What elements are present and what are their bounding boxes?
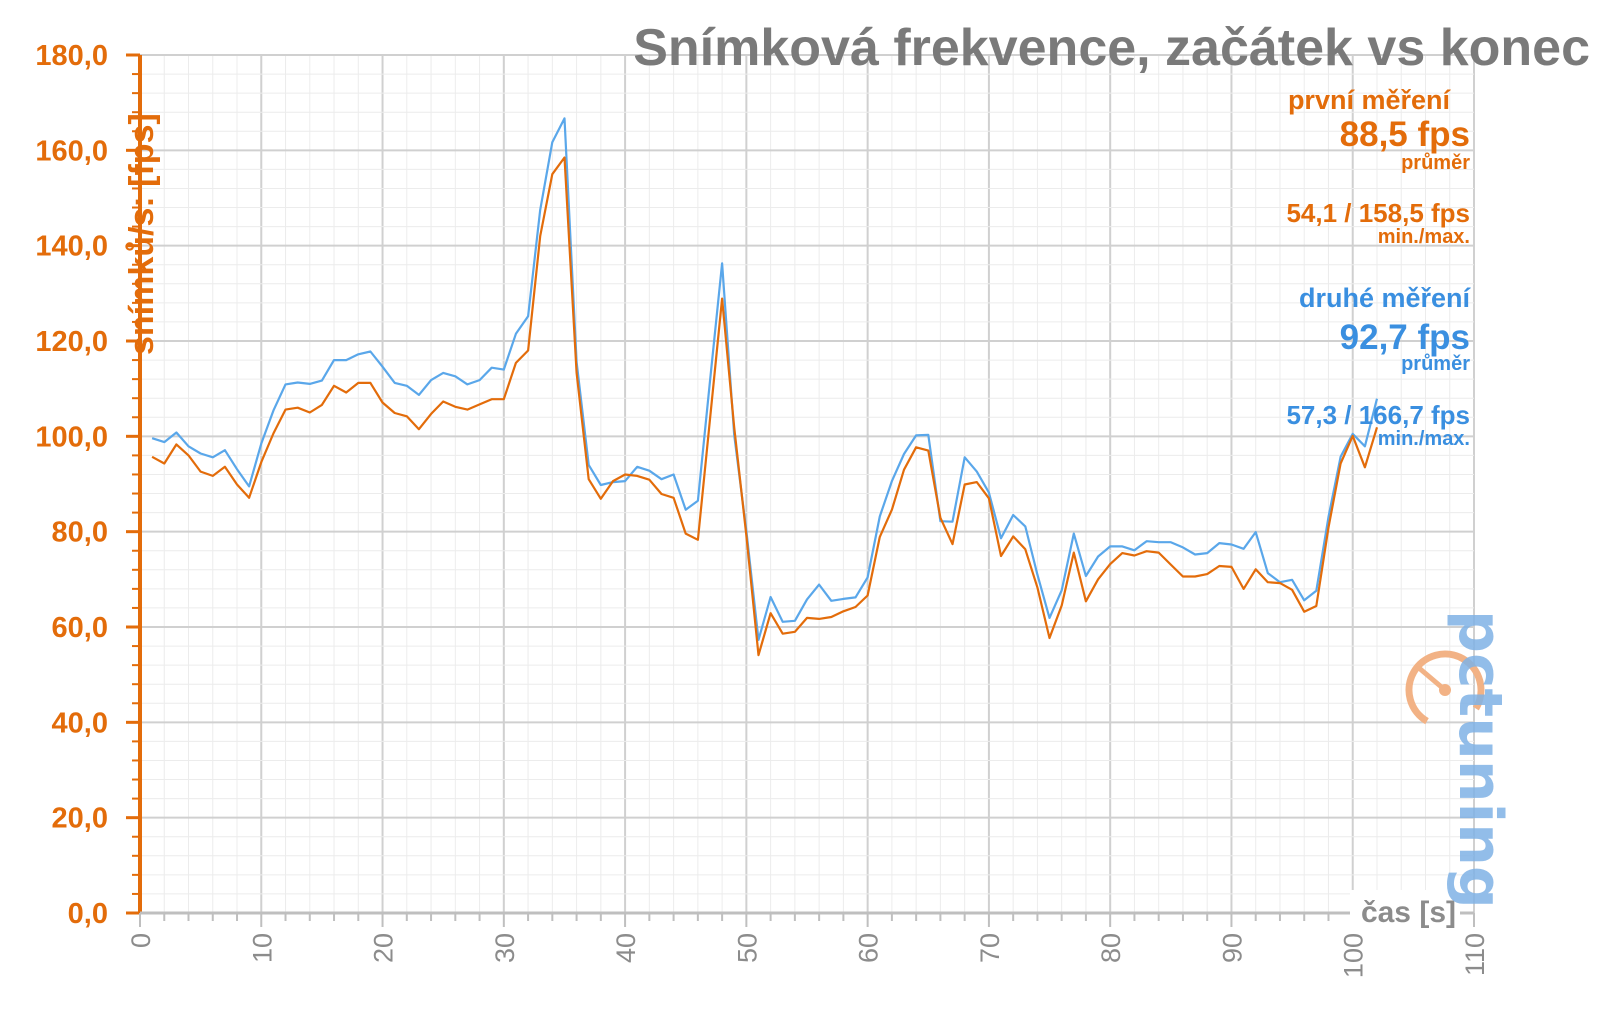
x-tick-label: 70 <box>975 933 1005 963</box>
y-tick-label: 60,0 <box>52 612 108 644</box>
chart-title: Snímková frekvence, začátek vs konec <box>633 19 1590 77</box>
x-tick-label: 40 <box>611 933 641 963</box>
legend-first-avg-label: průměr <box>1401 152 1470 174</box>
series-line-first <box>151 156 1379 657</box>
pctuning-logo: pctuning <box>1405 610 1515 909</box>
logo-gauge-hub <box>1439 684 1451 696</box>
series-line-second <box>151 117 1379 642</box>
x-tick-label: 20 <box>369 933 399 963</box>
logo-text: pctuning <box>1445 610 1515 909</box>
y-tick-label: 120,0 <box>35 326 108 358</box>
x-tick-label: 50 <box>732 933 762 963</box>
y-tick-label: 40,0 <box>52 707 108 739</box>
y-tick-label: 180,0 <box>35 40 108 72</box>
grid <box>139 54 1475 914</box>
y-tick-label: 100,0 <box>35 421 108 453</box>
legend-first-label: první měření <box>1287 85 1450 115</box>
legend-second-minmax: 57,3 / 166,7 fps <box>1286 400 1470 430</box>
legend-second-label: druhé měření <box>1298 283 1470 313</box>
legend-first-avg: 88,5 fps <box>1339 115 1470 154</box>
x-tick-label: 90 <box>1217 933 1247 963</box>
x-tick-label: 100 <box>1339 933 1369 978</box>
x-tick-label: 110 <box>1460 933 1490 976</box>
legend-first-minmax-label: min./max. <box>1377 226 1470 248</box>
legend-second-avg: 92,7 fps <box>1339 318 1470 357</box>
y-tick-label: 0,0 <box>68 898 108 930</box>
y-tick-label: 80,0 <box>52 517 108 549</box>
x-tick-label: 10 <box>247 933 277 963</box>
x-axis-title: čas [s] <box>1361 896 1456 929</box>
x-tick-label: 80 <box>1096 933 1126 963</box>
x-tick-label: 30 <box>490 933 520 963</box>
y-tick-label: 140,0 <box>35 231 108 263</box>
x-axis-title-bg <box>1350 890 1460 928</box>
y-tick-label: 20,0 <box>52 803 108 835</box>
y-axis-title: snímků/s: [fps] <box>123 113 161 355</box>
x-tick-label: 0 <box>126 933 156 948</box>
x-tick-label: 60 <box>854 933 884 963</box>
legend-first-minmax: 54,1 / 158,5 fps <box>1286 198 1470 228</box>
legend-second-minmax-label: min./max. <box>1377 428 1470 450</box>
legend-second-avg-label: průměr <box>1401 353 1470 375</box>
y-tick-label: 160,0 <box>35 135 108 167</box>
